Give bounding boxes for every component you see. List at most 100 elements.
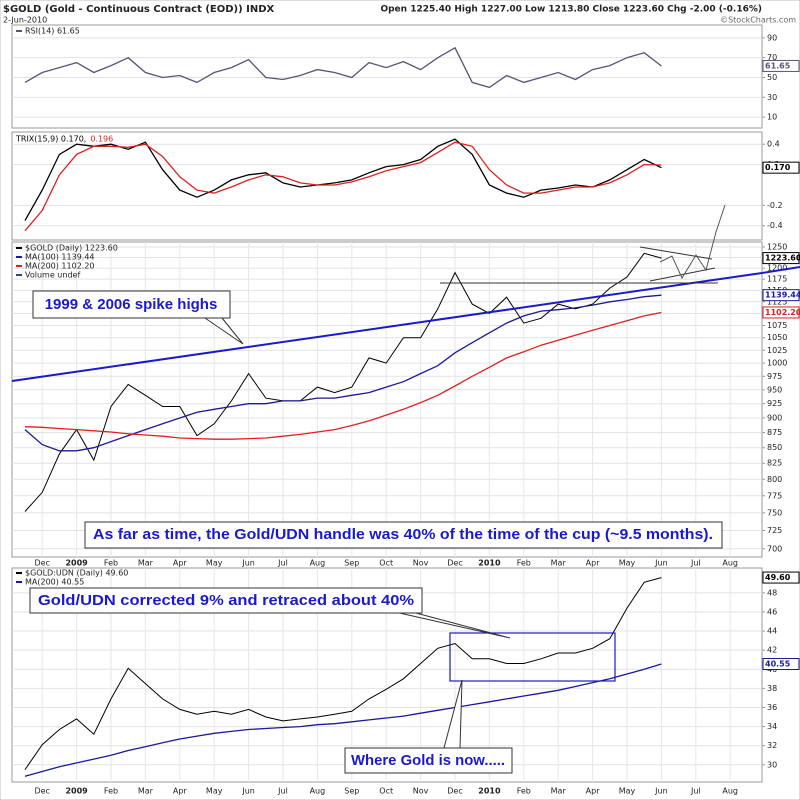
- y-tick-label: 850: [767, 443, 782, 452]
- panel-frame: [11, 131, 763, 241]
- series-line: [24, 311, 662, 440]
- y-tick-label: 725: [767, 526, 782, 535]
- y-tick-label: 1175: [767, 275, 787, 284]
- x-tick-label: Nov: [413, 559, 429, 568]
- value-tag-box: [762, 306, 800, 319]
- value-tag: 1139.44: [765, 291, 800, 300]
- y-tick-label: 46: [767, 607, 777, 616]
- x-tick-label: Sep: [344, 559, 359, 568]
- x-tick-label: Dec: [447, 559, 462, 568]
- x-tick-label: Mar: [551, 787, 567, 796]
- callout-tail: [394, 611, 511, 639]
- legend-label: MA(100) 1139.44: [25, 253, 95, 262]
- series-line: [24, 663, 662, 777]
- value-tag-box: [762, 59, 800, 72]
- callout-box: [344, 747, 513, 774]
- x-tick-label: Nov: [413, 787, 429, 796]
- y-tick-label: 800: [767, 475, 782, 484]
- overlay: 1999 & 2006 spike highs As far as time, …: [11, 204, 800, 774]
- value-tag: 49.60: [765, 573, 791, 582]
- x-tick-label: Jul: [690, 559, 701, 568]
- callout-box: [29, 587, 423, 614]
- value-tag: 0.170: [765, 163, 791, 172]
- x-tick-label: Jul: [277, 559, 288, 568]
- handle-box: [449, 632, 616, 682]
- x-tick-label: 2009: [65, 787, 88, 796]
- x-tick-label: Dec: [447, 787, 462, 796]
- y-tick-label: 700: [767, 544, 782, 553]
- x-tick-label: Jun: [241, 559, 255, 568]
- y-tick-label: 1250: [767, 242, 787, 251]
- series-line: [24, 138, 662, 221]
- y-tick-label: 1075: [767, 321, 787, 330]
- x-tick-label: Mar: [138, 559, 154, 568]
- y-tick-label: 975: [767, 372, 782, 381]
- y-tick-label: 90: [767, 33, 777, 42]
- legend-label: MA(200) 40.55: [25, 578, 84, 587]
- legend-label: MA(200) 1102.20: [25, 262, 95, 271]
- x-tick-label: Jun: [654, 559, 668, 568]
- value-tag: 40.55: [765, 660, 791, 669]
- date-label: 2-Jun-2010: [3, 16, 47, 25]
- callout-box: [84, 521, 723, 549]
- trend-line-ext: [761, 266, 800, 274]
- y-tick-label: -0.4: [767, 221, 783, 230]
- annotation: 1999 & 2006 spike highs: [45, 296, 218, 313]
- chart-title: $GOLD (Gold - Continuous Contract (EOD))…: [3, 4, 275, 15]
- y-tick-label: 50: [767, 73, 777, 82]
- value-tag-box: [762, 571, 800, 584]
- value-tag: 61.65: [765, 61, 791, 70]
- x-tick-label: May: [206, 787, 223, 796]
- y-tick-label: 1025: [767, 346, 787, 355]
- y-tick-label: 36: [767, 703, 777, 712]
- x-tick-label: Sep: [344, 787, 359, 796]
- value-tag-box: [762, 658, 800, 671]
- callout-tail: [204, 317, 244, 345]
- x-tick-label: Aug: [722, 787, 738, 796]
- x-tick-label: Jul: [277, 787, 288, 796]
- callout-box: [32, 290, 231, 319]
- y-tick-label: 38: [767, 684, 777, 693]
- y-tick-label: 48: [767, 588, 777, 597]
- y-tick-label: 0.4: [767, 140, 780, 149]
- series-line: [24, 141, 662, 232]
- legend-label: TRIX(15,9) 0.170,: [15, 135, 86, 144]
- legend-label: RSI(14) 61.65: [25, 27, 80, 36]
- legend-label: 0.196: [90, 135, 113, 144]
- value-tag: 1223.60: [765, 254, 800, 263]
- x-tick-label: Mar: [138, 787, 154, 796]
- x-tick-label: Aug: [310, 559, 326, 568]
- x-tick-label: Feb: [104, 787, 118, 796]
- triangle-lower: [649, 267, 716, 282]
- x-tick-label: Feb: [517, 787, 531, 796]
- y-tick-label: 10: [767, 113, 777, 122]
- x-tick-label: Jun: [241, 787, 255, 796]
- y-tick-label: 42: [767, 646, 777, 655]
- y-tick-label: 775: [767, 491, 782, 500]
- credit: ©StockCharts.com: [720, 16, 796, 25]
- y-tick-label: 900: [767, 413, 782, 422]
- y-tick-label: 44: [767, 627, 777, 636]
- x-tick-label: Dec: [34, 559, 49, 568]
- x-tick-label: Apr: [586, 559, 601, 568]
- y-tick-label: -0.2: [767, 201, 783, 210]
- series-line: [24, 46, 662, 89]
- y-tick-label: 1050: [767, 333, 787, 342]
- trend-line: [11, 272, 763, 382]
- panel-frame: [11, 24, 763, 129]
- value-tag-box: [762, 252, 800, 265]
- y-tick-label: 1125: [767, 297, 787, 306]
- y-tick-label: 32: [767, 741, 777, 750]
- legend-label: $GOLD (Daily) 1223.60: [25, 244, 118, 253]
- triangle-upper: [639, 246, 713, 260]
- x-tick-label: Oct: [379, 559, 393, 568]
- x-tick-label: May: [619, 787, 636, 796]
- x-tick-label: 2010: [478, 559, 501, 568]
- x-tick-label: Jun: [654, 787, 668, 796]
- x-tick-label: 2010: [478, 787, 501, 796]
- series-line: [24, 252, 662, 512]
- y-tick-label: 1200: [767, 264, 787, 273]
- x-tick-label: Apr: [173, 559, 188, 568]
